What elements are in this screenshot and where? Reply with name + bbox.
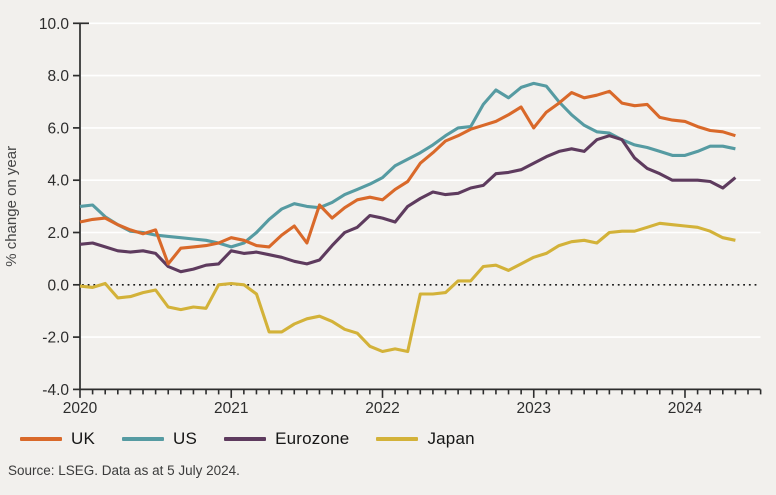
x-tick-label: 2024 bbox=[668, 400, 703, 417]
japan-line-swatch-icon bbox=[376, 437, 419, 441]
y-tick-label: 0.0 bbox=[47, 277, 69, 294]
y-tick-label: 8.0 bbox=[47, 68, 69, 85]
series-line-us bbox=[79, 81, 736, 249]
source-note: Source: LSEG. Data as at 5 July 2024. bbox=[8, 463, 240, 478]
eurozone-line-swatch-icon bbox=[224, 437, 267, 441]
y-tick-label: 2.0 bbox=[47, 225, 69, 242]
legend-item-japan: Japan bbox=[376, 429, 475, 449]
legend-item-eurozone: Eurozone bbox=[224, 429, 349, 449]
y-axis-title: % change on year bbox=[3, 146, 20, 267]
x-tick-label: 2023 bbox=[517, 400, 551, 417]
legend-label-japan: Japan bbox=[427, 429, 475, 448]
legend-label-uk: UK bbox=[71, 429, 96, 448]
legend-item-uk: UK bbox=[20, 429, 95, 449]
uk-line-swatch-icon bbox=[20, 437, 62, 441]
x-tick-label: 2021 bbox=[214, 400, 248, 417]
x-tick-label: 2022 bbox=[365, 400, 399, 417]
axis-spine bbox=[79, 23, 761, 391]
y-tick-label: 4.0 bbox=[47, 173, 69, 190]
legend-label-us: US bbox=[173, 429, 198, 448]
y-tick-label: 6.0 bbox=[47, 120, 69, 137]
series-line-eurozone bbox=[79, 134, 737, 274]
y-tick-label: -2.0 bbox=[42, 330, 69, 347]
y-tick-label: -4.0 bbox=[42, 382, 69, 399]
y-tick-label: 10.0 bbox=[39, 16, 70, 33]
chart-legend: UK US Eurozone Japan bbox=[20, 426, 475, 452]
series-line-uk bbox=[79, 89, 736, 266]
series-line-japan bbox=[79, 221, 736, 354]
us-line-swatch-icon bbox=[122, 437, 165, 441]
x-tick-label: 2020 bbox=[63, 400, 98, 417]
legend-item-us: US bbox=[122, 429, 197, 449]
legend-label-eurozone: Eurozone bbox=[275, 429, 350, 448]
